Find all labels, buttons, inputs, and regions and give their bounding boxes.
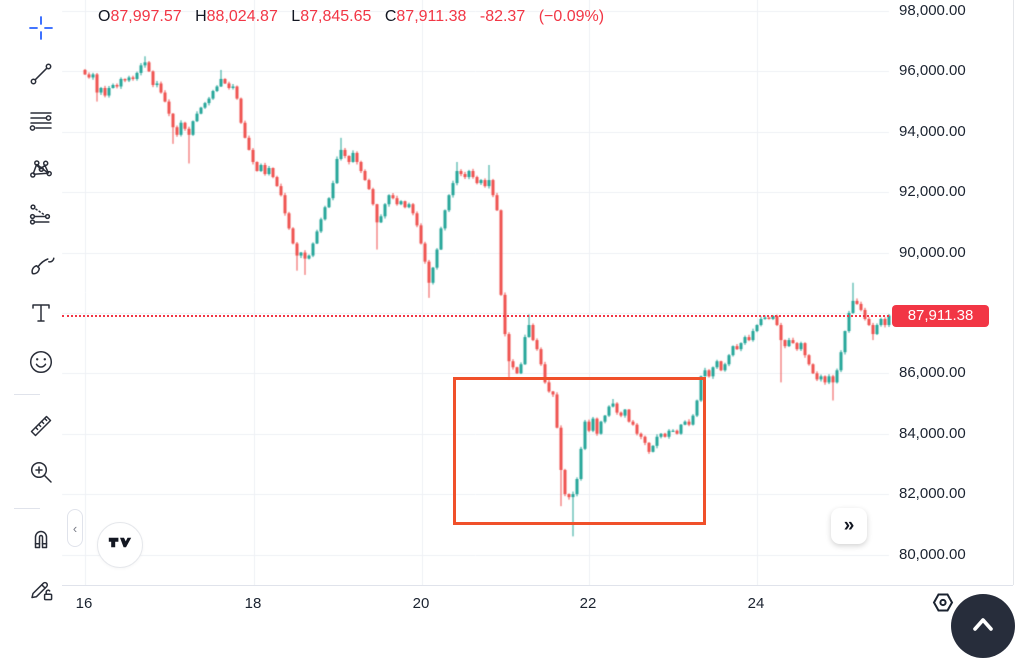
close-value: 87,911.38 xyxy=(396,8,467,25)
low-label: L xyxy=(291,8,301,25)
tradingview-logo-icon xyxy=(108,536,132,554)
hexagon-nut-icon xyxy=(931,593,957,621)
forecast-icon xyxy=(27,200,55,231)
xabcd-pattern-tool-button[interactable] xyxy=(19,148,63,192)
price-axis-label: 82,000.00 xyxy=(899,485,966,503)
open-value: 87,997.57 xyxy=(110,8,182,25)
zoom-in-icon xyxy=(27,458,55,489)
price-axis-label: 96,000.00 xyxy=(899,62,966,80)
magnet-icon xyxy=(27,525,55,556)
price-axis-label: 84,000.00 xyxy=(899,424,966,442)
chevron-left-icon: ‹ xyxy=(72,520,78,536)
price-axis-label: 90,000.00 xyxy=(899,243,966,261)
emoji-icon xyxy=(27,348,55,379)
time-axis-label: 16 xyxy=(75,595,93,612)
ruler-tool-button[interactable] xyxy=(19,405,63,449)
magnet-tool-button[interactable] xyxy=(19,518,63,562)
price-axis-label: 94,000.00 xyxy=(899,122,966,140)
time-axis-label: 22 xyxy=(579,595,597,612)
price-axis-label: 86,000.00 xyxy=(899,364,966,382)
time-axis-label: 18 xyxy=(244,595,262,612)
price-axis-label: 80,000.00 xyxy=(899,545,966,563)
drawing-rectangle[interactable] xyxy=(453,377,706,525)
double-chevron-right-icon: » xyxy=(843,515,855,536)
trend-line-tool-button[interactable] xyxy=(19,53,63,97)
time-axis-label: 20 xyxy=(412,595,430,612)
settings-hexagon-button[interactable] xyxy=(931,591,957,617)
time-axis-label: 24 xyxy=(747,595,765,612)
trend-line-icon xyxy=(27,60,55,91)
text-icon xyxy=(27,299,55,330)
fib-retracement-tool-button[interactable] xyxy=(19,100,63,144)
lock-drawings-tool-button[interactable] xyxy=(19,568,63,612)
scroll-to-top-button[interactable] xyxy=(951,594,1015,658)
candlestick-canvas[interactable] xyxy=(0,0,1024,585)
price-axis-label: 98,000.00 xyxy=(899,2,966,19)
time-axis[interactable]: 16 18 20 22 24 xyxy=(0,585,1024,658)
high-value: 88,024.87 xyxy=(206,8,278,25)
price-axis-label: 92,000.00 xyxy=(899,183,966,201)
change-pct-value: (−0.09%) xyxy=(538,8,605,25)
ruler-icon xyxy=(27,412,55,443)
scroll-to-latest-button[interactable]: » xyxy=(831,508,867,544)
tradingview-logo[interactable] xyxy=(97,522,143,568)
text-tool-button[interactable] xyxy=(19,292,63,336)
low-value: 87,845.65 xyxy=(300,8,372,25)
forecast-tool-button[interactable] xyxy=(19,193,63,237)
high-label: H xyxy=(195,8,207,25)
toolbar-divider xyxy=(14,394,40,395)
pencil-lock-icon xyxy=(27,575,55,606)
close-label: C xyxy=(384,8,397,25)
ohlc-legend: O87,997.57 H88,024.87 L87,845.65 C87,911… xyxy=(98,8,604,26)
fib-lines-icon xyxy=(27,107,55,138)
crosshair-tool-button[interactable] xyxy=(19,7,63,51)
toolbar-divider xyxy=(14,508,40,509)
toolbar-collapse-handle[interactable]: ‹ xyxy=(67,509,83,547)
brush-icon xyxy=(27,251,55,282)
drawing-toolbar xyxy=(0,0,62,658)
right-edge-line xyxy=(1013,0,1014,658)
price-axis[interactable]: 98,000.00 96,000.00 94,000.00 92,000.00 90,0… xyxy=(891,0,1024,585)
last-price-line xyxy=(62,314,889,317)
crosshair-icon xyxy=(27,14,55,45)
open-label: O xyxy=(98,8,111,25)
emoji-tool-button[interactable] xyxy=(19,341,63,385)
xabcd-pattern-icon xyxy=(27,155,55,186)
zoom-in-tool-button[interactable] xyxy=(19,451,63,495)
brush-tool-button[interactable] xyxy=(19,244,63,288)
change-value: -82.37 xyxy=(479,8,526,25)
axis-separator xyxy=(62,585,1013,586)
chevron-up-icon xyxy=(967,609,999,644)
last-price-label: 87,911.38 xyxy=(892,304,989,327)
